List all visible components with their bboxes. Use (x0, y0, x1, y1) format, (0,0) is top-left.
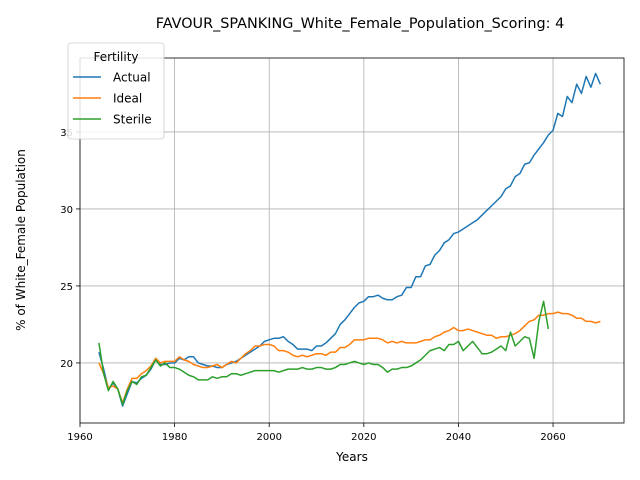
y-tick-label: 20 (60, 359, 73, 370)
x-axis-label: Years (335, 450, 368, 464)
y-tick-label: 30 (60, 205, 73, 216)
x-tick-label: 2000 (256, 432, 281, 443)
legend-label-actual: Actual (113, 71, 151, 85)
legend: Fertility Actual Ideal Sterile (67, 42, 165, 140)
legend-title: Fertility (93, 50, 138, 64)
legend-entries: Actual Ideal Sterile (73, 71, 152, 127)
series-line-sterile (98, 300, 550, 406)
x-tick-label: 2020 (351, 432, 376, 443)
y-axis-label: % of White_Female Population (14, 149, 28, 331)
chart-title: FAVOUR_SPANKING_White_Female_Population_… (156, 16, 565, 32)
series-line-ideal (98, 311, 601, 404)
x-tick-label: 1980 (162, 432, 187, 443)
legend-box (67, 42, 165, 140)
x-tick-label: 2060 (540, 432, 565, 443)
grid (79, 58, 624, 423)
plot-frame (79, 57, 625, 424)
x-axis: 1960 1980 2000 2020 2040 2060 (67, 423, 566, 443)
y-tick-label: 25 (60, 282, 73, 293)
legend-label-sterile: Sterile (113, 113, 152, 127)
series-layer (98, 72, 602, 407)
y-tick-label: 35 (60, 128, 73, 139)
legend-label-ideal: Ideal (113, 92, 142, 106)
x-tick-label: 2040 (446, 432, 471, 443)
x-tick-label: 1960 (67, 432, 92, 443)
